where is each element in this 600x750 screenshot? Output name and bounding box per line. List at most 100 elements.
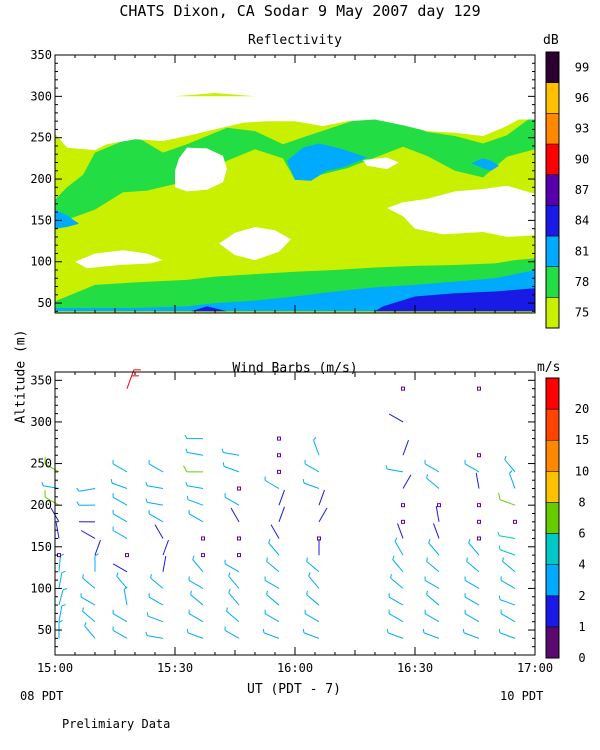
wind-barb-9-4 [426, 557, 440, 573]
wind-barb-10-12 [477, 386, 481, 391]
wind-barb-10-11 [477, 453, 481, 458]
reflectivity-region-12 [219, 227, 291, 261]
wind-barb-7-1 [304, 609, 320, 623]
reflectivity-region-3 [55, 209, 79, 229]
colorbar-0-label: 90 [575, 152, 589, 166]
colorbar-0-swatch-2 [545, 235, 560, 267]
colorbar-1-swatch-6 [545, 439, 560, 472]
wind-barb-9-6 [433, 523, 440, 539]
wind-barb-0-2 [58, 588, 68, 606]
wind-barb-10-4 [466, 557, 480, 573]
wind-barb-3-3 [150, 574, 164, 589]
wind-barb-10-6 [477, 536, 481, 541]
colorbar-0-swatch-4 [545, 174, 560, 206]
wind-barb-6-9 [264, 476, 280, 489]
wind-barb-8-10 [385, 465, 404, 473]
wind-barb-10-8 [477, 503, 481, 508]
reflectivity-region-11 [175, 147, 227, 192]
wind-barb-8-12 [388, 413, 404, 423]
wind-barb-9-7 [435, 506, 440, 522]
colorbar-1-swatch-7 [545, 408, 560, 441]
wind-barb-4-2 [190, 590, 204, 606]
wind-barb-10-2 [464, 593, 480, 606]
wind-barb-0-1 [58, 604, 66, 622]
wind-barb-1-6 [80, 530, 96, 539]
wind-barb-2-6 [112, 526, 128, 539]
reflectivity-region-13 [75, 250, 163, 269]
wind-barb-6-4 [266, 557, 280, 573]
wind-barb-10-7 [477, 519, 481, 524]
wind-barb-5-9 [237, 486, 241, 491]
wind-barb-4-10 [183, 465, 204, 473]
wind-barb-11-7 [513, 519, 517, 524]
colorbar-1-swatch-4 [545, 502, 560, 534]
wind-barb-6-8 [278, 489, 285, 506]
wind-barb-2-8 [112, 493, 128, 506]
wind-barb-3-5 [162, 539, 169, 556]
y-axis-label: Altitude (m) [13, 329, 29, 424]
wind-barb-8-3 [390, 574, 404, 589]
wind-barb-1-5 [94, 539, 101, 556]
wind-barb-8-1 [388, 609, 404, 623]
wind-barb-5-3 [228, 572, 240, 589]
y-tick-label: 150 [30, 213, 52, 227]
wind-barb-7-6 [317, 536, 321, 541]
colorbar-1-label: 1 [578, 620, 585, 634]
wind-barb-7-9 [302, 479, 320, 489]
wind-barb-6-12 [277, 436, 281, 441]
wind-barb-11-6 [497, 531, 516, 539]
wind-barb-0-8 [44, 490, 60, 506]
reflectivity-region-17 [391, 83, 415, 93]
wind-title: Wind Barbs (m/s) [232, 361, 358, 376]
wind-barb-9-8 [437, 503, 441, 508]
y-tick-label: 250 [30, 457, 52, 471]
wind-barb-1-0 [84, 622, 96, 639]
reflectivity-region-14 [363, 157, 399, 170]
wind-barb-4-7 [188, 509, 204, 523]
wind-barb-7-11 [313, 436, 320, 456]
y-tick-label: 350 [30, 373, 52, 387]
y-tick-label: 150 [30, 540, 52, 554]
wind-barb-2-5 [125, 553, 129, 558]
local-time-left: 08 PDT [20, 689, 64, 703]
wind-barb-8-8 [401, 503, 405, 508]
wind-barb-6-7 [278, 506, 285, 522]
wind-barb-5-7 [230, 507, 240, 523]
y-tick-label: 100 [30, 255, 52, 269]
wind-barb-8-7 [401, 519, 405, 524]
wind-barb-6-5 [268, 538, 280, 556]
colorbar-0-swatch-0 [545, 297, 560, 329]
reflectivity-region-7 [191, 306, 227, 312]
wind-barb-7-7 [318, 507, 328, 523]
wind-barb-2-9 [110, 479, 128, 489]
wind-barb-8-5 [394, 537, 404, 556]
y-tick-label: 50 [38, 296, 52, 310]
colorbar-0-swatch-7 [545, 82, 560, 114]
colorbar-0-label: 84 [575, 214, 589, 228]
colorbar-1-swatch-3 [545, 533, 560, 565]
wind-barb-5-11 [221, 448, 240, 456]
wind-barb-0-3 [58, 570, 66, 589]
colorbar-0-label: 99 [575, 60, 589, 74]
wind-barb-4-8 [186, 495, 204, 506]
colorbar-1-swatch-5 [545, 471, 560, 503]
colorbar-0-label: 93 [575, 122, 589, 136]
wind-barb-3-2 [148, 593, 164, 606]
y-tick-label: 50 [38, 623, 52, 637]
wind-barb-5-5 [237, 553, 241, 558]
y-tick-label: 200 [30, 172, 52, 186]
wind-barb-3-0 [145, 631, 164, 639]
wind-barb-11-9 [509, 470, 516, 489]
wind-barb-11-8 [498, 492, 516, 506]
wind-barb-4-5 [201, 553, 205, 558]
reflectivity-region-16 [395, 55, 495, 72]
x-tick-label: 16:00 [277, 661, 313, 675]
wind-barb-11-5 [498, 545, 516, 556]
wind-barb-9-5 [428, 538, 440, 556]
wind-barb-9-10 [424, 459, 440, 473]
wind-barb-9-0 [422, 628, 440, 639]
wind-barb-3-1 [146, 612, 164, 623]
wind-barb-2-3 [116, 572, 128, 589]
wind-barb-11-4 [502, 557, 516, 573]
wind-barb-1-1 [82, 607, 96, 623]
